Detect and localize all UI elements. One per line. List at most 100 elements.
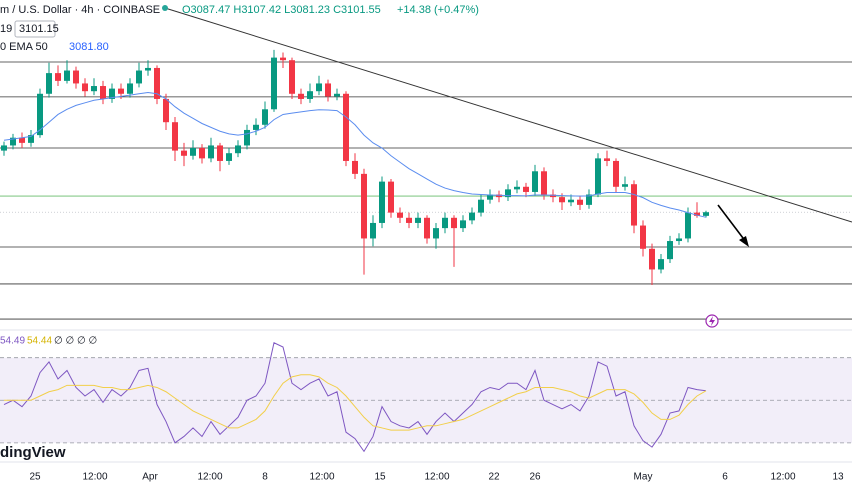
- candle-body: [82, 83, 88, 92]
- price-box-value: 3101.15: [19, 23, 59, 35]
- change: +14.38 (+0.47%): [397, 4, 479, 16]
- symbol: m / U.S. Dollar · 4h · COINBASE: [0, 4, 160, 16]
- x-tick-label: 22: [488, 472, 500, 483]
- candle-body: [307, 91, 313, 99]
- x-tick-label: 12:00: [197, 472, 222, 483]
- candle-body: [469, 212, 475, 221]
- candle-body: [208, 145, 214, 159]
- rsi-extra: ∅ ∅ ∅ ∅: [54, 336, 97, 347]
- rsi-value: 54.49: [0, 336, 25, 347]
- candle-body: [100, 86, 106, 99]
- candle-body: [1, 145, 7, 151]
- candle-body: [244, 129, 250, 146]
- candle-body: [541, 171, 547, 195]
- candle-body: [325, 83, 331, 97]
- candle-body: [622, 184, 628, 187]
- x-tick-label: Apr: [142, 472, 158, 483]
- candle-body: [676, 238, 682, 242]
- candle-body: [271, 57, 277, 110]
- candle-body: [424, 217, 430, 239]
- ema-line: [3, 91, 707, 218]
- x-tick-label: 25: [29, 472, 41, 483]
- candle-body: [406, 217, 412, 223]
- candle-body: [172, 122, 178, 151]
- candle-body: [262, 109, 268, 125]
- candle-body: [442, 217, 448, 229]
- candle-body: [343, 93, 349, 161]
- candle-body: [397, 212, 403, 218]
- price-box: [14, 20, 56, 38]
- candle-body: [460, 220, 466, 229]
- candle-body: [559, 197, 565, 203]
- x-tick-label: 13: [832, 472, 844, 483]
- volume-label: 19: [0, 23, 12, 35]
- candle-body: [388, 181, 394, 213]
- x-tick-label: 12:00: [82, 472, 107, 483]
- candle-body: [523, 186, 529, 192]
- candle-body: [604, 158, 610, 161]
- trend-anchor: [162, 5, 168, 11]
- candle-body: [55, 73, 61, 81]
- candle-body: [352, 160, 358, 174]
- candle-body: [550, 194, 556, 198]
- x-tick-label: 6: [722, 472, 728, 483]
- candle-body: [37, 93, 43, 136]
- candle-body: [478, 199, 484, 213]
- rsi-pane: [0, 342, 852, 453]
- candle-body: [118, 88, 124, 94]
- trend-line: [164, 7, 852, 223]
- candle-body: [334, 93, 340, 97]
- ema-label: 0 EMA 50: [0, 41, 48, 53]
- candle-body: [667, 241, 673, 260]
- candle-body: [190, 148, 196, 156]
- x-tick-label: 12:00: [424, 472, 449, 483]
- candle-body: [298, 93, 304, 99]
- rsi-ma-value: 54.44: [27, 336, 52, 347]
- event-icon-bolt: [709, 316, 715, 326]
- candle-body: [163, 98, 169, 123]
- x-tick-label: 12:00: [309, 472, 334, 483]
- rsi-series: [4, 374, 707, 431]
- x-tick-label: 12:00: [770, 472, 795, 483]
- candle-body: [595, 158, 601, 195]
- candle-body: [415, 217, 421, 223]
- candle-body: [46, 73, 52, 94]
- candle-body: [640, 225, 646, 249]
- candle-body: [19, 137, 25, 143]
- rsi-series: [3, 342, 707, 453]
- watermark: dingView: [0, 444, 66, 461]
- candle-body: [109, 88, 115, 99]
- candle-body: [280, 57, 286, 61]
- candle-body: [253, 124, 259, 130]
- candle-body: [136, 70, 142, 84]
- candle-body: [226, 153, 232, 161]
- candle-body: [496, 194, 502, 198]
- candle-body: [379, 181, 385, 223]
- candle-body: [370, 222, 376, 239]
- x-tick-label: 8: [262, 472, 268, 483]
- candle-body: [316, 83, 322, 92]
- candle-body: [10, 137, 16, 146]
- x-tick-label: 15: [374, 472, 386, 483]
- candle-body: [181, 150, 187, 156]
- candle-body: [433, 228, 439, 239]
- candle-body: [28, 135, 34, 143]
- candle-body: [73, 70, 79, 84]
- candle-body: [505, 189, 511, 198]
- candle-body: [217, 145, 223, 161]
- candle-body: [199, 148, 205, 159]
- x-tick-label: 26: [529, 472, 541, 483]
- candle-body: [685, 212, 691, 239]
- candle-body: [631, 184, 637, 226]
- candle-body: [703, 212, 709, 216]
- candle-body: [649, 248, 655, 270]
- arrow-head: [739, 236, 749, 247]
- candle-body: [361, 173, 367, 239]
- candle-body: [451, 217, 457, 229]
- candle-body: [91, 86, 97, 92]
- price-pane: [0, 49, 852, 320]
- ohlc: O3087.47 H3107.42 L3081.23 C3101.55: [182, 4, 381, 16]
- candle-body: [586, 194, 592, 205]
- ema-value: 3081.80: [69, 41, 109, 53]
